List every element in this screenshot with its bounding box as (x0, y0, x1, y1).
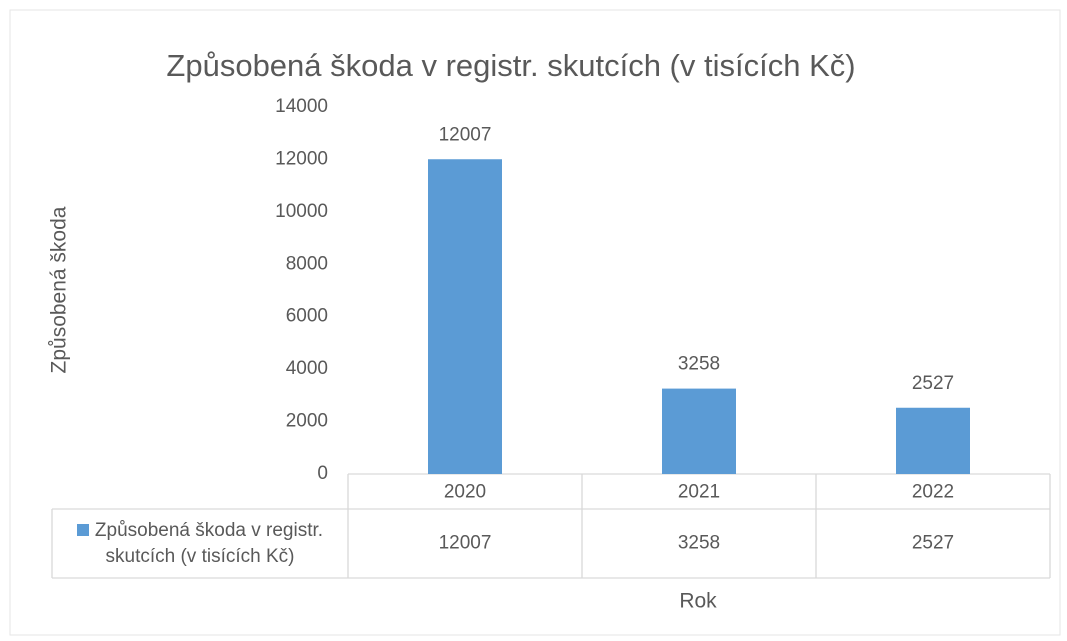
legend-label: Způsobená škoda v registr. skutcích (v t… (94, 519, 324, 567)
bar (896, 407, 970, 474)
x-tick-label: 2022 (912, 482, 954, 503)
legend-key (76, 523, 89, 536)
legend: Způsobená škoda v registr. skutcích (v t… (60, 509, 340, 578)
data-label: 3258 (678, 354, 720, 375)
x-tick-label: 2021 (678, 482, 720, 503)
y-tick-label: 6000 (286, 306, 328, 327)
table-value: 12007 (439, 533, 492, 554)
table-value: 2527 (912, 533, 954, 554)
x-axis-title: Rok (679, 590, 717, 613)
bar (428, 159, 502, 475)
y-tick-label: 14000 (275, 96, 328, 117)
chart-title: Způsobená škoda v registr. skutcích (v t… (166, 48, 855, 83)
bar (662, 388, 736, 474)
legend-entry: Způsobená škoda v registr. skutcích (v t… (60, 509, 340, 578)
table-value: 3258 (678, 533, 720, 554)
data-label: 2527 (912, 373, 954, 394)
y-tick-label: 0 (317, 463, 328, 484)
chart-area (9, 9, 1061, 636)
y-tick-label: 4000 (286, 358, 328, 379)
y-axis-title: Způsobená škoda (48, 206, 71, 373)
y-tick-label: 2000 (286, 411, 328, 432)
y-tick-label: 10000 (275, 201, 328, 222)
legend-content: Způsobená škoda v registr. skutcích (v t… (60, 518, 340, 570)
data-label: 12007 (439, 124, 492, 145)
y-tick-label: 12000 (275, 148, 328, 169)
y-tick-label: 8000 (286, 253, 328, 274)
x-tick-label: 2020 (444, 482, 486, 503)
